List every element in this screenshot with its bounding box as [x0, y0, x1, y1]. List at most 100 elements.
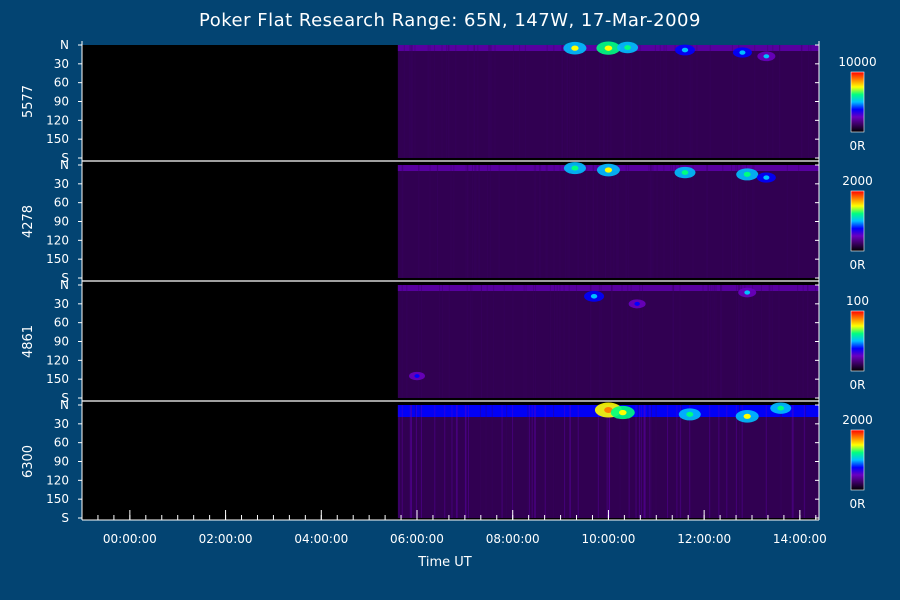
noise-stripe	[643, 405, 645, 518]
noise-stripe	[401, 405, 403, 518]
noise-stripe	[596, 165, 598, 278]
noise-stripe	[470, 285, 472, 398]
noise-stripe	[610, 165, 612, 278]
noise-stripe	[679, 285, 681, 398]
noise-stripe	[689, 45, 691, 158]
noise-stripe	[738, 285, 740, 398]
y-tick-label: N	[60, 398, 69, 412]
noise-stripe	[736, 165, 738, 278]
y-tick-label: N	[60, 158, 69, 172]
noise-stripe	[448, 285, 450, 398]
noise-stripe	[656, 165, 658, 278]
noise-stripe	[450, 165, 452, 278]
noise-stripe	[630, 285, 632, 398]
emission-feature-core	[681, 170, 689, 175]
noise-stripe	[561, 45, 563, 158]
wavelength-label: 4861	[21, 325, 36, 358]
noise-stripe	[503, 285, 505, 398]
noise-stripe	[475, 165, 477, 278]
noise-stripe	[707, 285, 709, 398]
noise-stripe	[467, 165, 469, 278]
noise-stripe	[738, 285, 740, 398]
noise-stripe	[553, 285, 555, 398]
noise-stripe	[709, 405, 711, 518]
emission-feature-core	[739, 50, 746, 55]
noise-stripe	[545, 165, 547, 278]
colorbar	[850, 190, 865, 252]
noise-stripe	[655, 405, 657, 518]
noise-stripe	[779, 45, 781, 158]
noise-stripe	[800, 45, 802, 158]
noise-stripe	[663, 165, 665, 278]
noise-stripe	[414, 405, 416, 518]
x-tick-label: 02:00:00	[199, 532, 253, 546]
noise-stripe	[740, 165, 742, 278]
noise-stripe	[797, 285, 799, 398]
emission-feature-core	[618, 409, 627, 416]
colorbar-min-label: 0R	[850, 139, 866, 153]
noise-stripe	[810, 45, 812, 158]
y-tick-label: 30	[54, 177, 69, 191]
noise-stripe	[577, 405, 579, 518]
emission-feature-core	[777, 405, 785, 411]
noise-stripe	[807, 285, 809, 398]
noise-stripe	[772, 45, 774, 158]
noise-stripe	[639, 285, 641, 398]
noise-stripe	[651, 165, 653, 278]
noise-stripe	[641, 285, 643, 398]
emission-feature-core	[414, 374, 420, 378]
noise-stripe	[478, 165, 480, 278]
y-tick-label: S	[61, 391, 69, 405]
emission-feature-core	[744, 290, 751, 295]
noise-stripe	[437, 165, 439, 278]
emission-feature-core	[763, 175, 770, 180]
noise-stripe	[679, 165, 681, 278]
noise-stripe	[649, 405, 651, 518]
noise-stripe	[805, 405, 807, 518]
noise-stripe	[561, 45, 563, 158]
noise-stripe	[490, 45, 492, 158]
colorbar	[850, 310, 865, 372]
noise-stripe	[598, 285, 600, 398]
noise-stripe	[674, 165, 676, 278]
noise-stripe	[577, 165, 579, 278]
noise-stripe	[533, 285, 535, 398]
noise-stripe	[671, 165, 673, 278]
noise-stripe	[608, 405, 610, 518]
noise-stripe	[779, 45, 781, 158]
noise-stripe	[489, 45, 491, 158]
noise-stripe	[599, 45, 601, 158]
noise-stripe	[628, 405, 630, 518]
noise-stripe	[648, 165, 650, 278]
noise-stripe	[771, 285, 773, 398]
emission-feature-core	[571, 45, 579, 51]
emission-feature-core	[604, 167, 613, 173]
noise-stripe	[410, 405, 412, 518]
noise-stripe	[720, 285, 722, 398]
noise-stripe	[414, 45, 416, 158]
y-tick-label: 150	[46, 372, 69, 386]
emission-feature-core	[571, 165, 579, 171]
noise-stripe	[625, 165, 627, 278]
noise-stripe	[638, 405, 640, 518]
noise-stripe	[753, 165, 755, 278]
y-tick-label: N	[60, 38, 69, 52]
noise-stripe	[410, 405, 412, 518]
noise-stripe	[448, 45, 450, 158]
noise-stripe	[611, 285, 613, 398]
y-tick-label: N	[60, 278, 69, 292]
noise-stripe	[673, 285, 675, 398]
y-tick-label: S	[61, 151, 69, 165]
noise-stripe	[563, 285, 565, 398]
noise-stripe	[455, 45, 457, 158]
y-tick-label: 60	[54, 76, 69, 90]
noise-stripe	[721, 285, 723, 398]
noise-stripe	[576, 285, 578, 398]
panel-emission-background	[397, 285, 819, 398]
wavelength-label: 4278	[21, 205, 36, 238]
panel-emission-background	[397, 45, 819, 158]
y-tick-label: 120	[46, 233, 69, 247]
y-tick-label: S	[61, 511, 69, 525]
noise-stripe	[635, 405, 637, 518]
y-tick-label: 60	[54, 436, 69, 450]
